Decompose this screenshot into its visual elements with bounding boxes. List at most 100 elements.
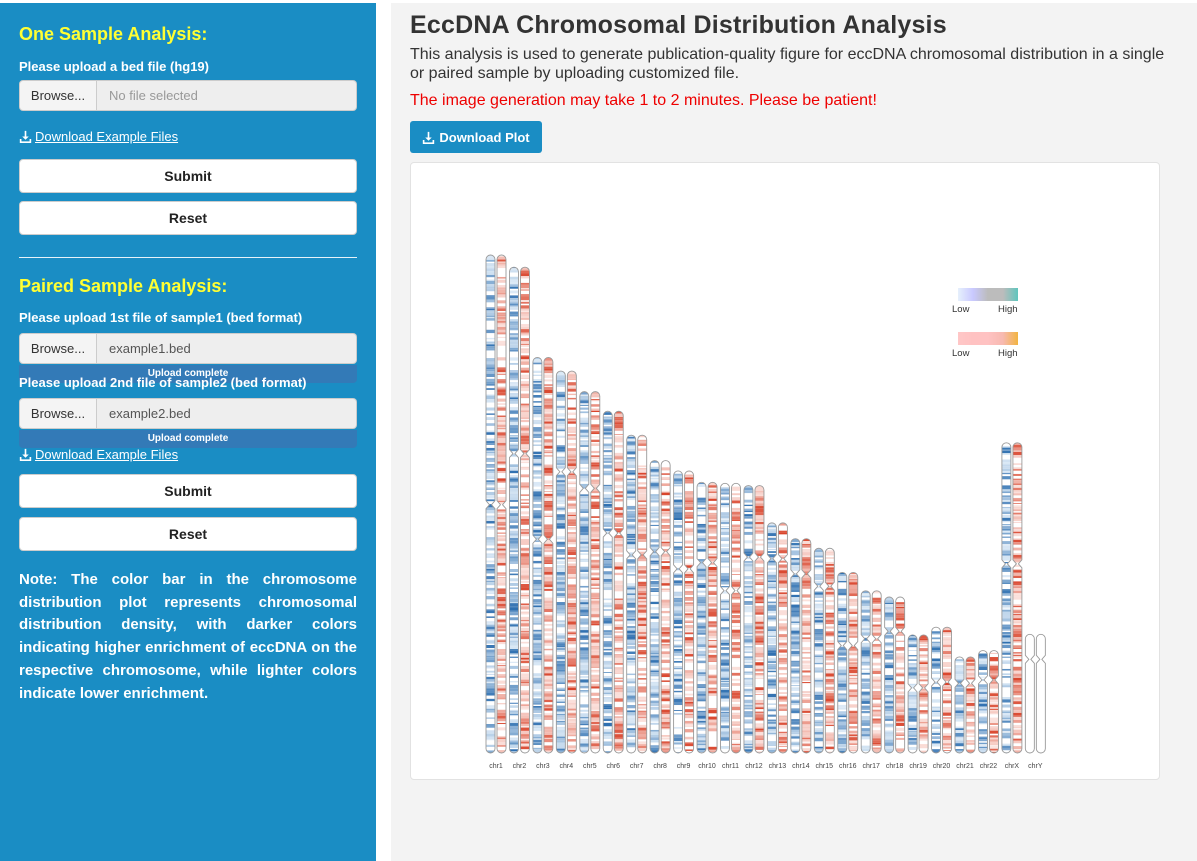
chr1-sample1 — [485, 254, 496, 754]
paired-reset-button[interactable]: Reset — [19, 517, 357, 551]
file2-input[interactable]: Browse... example2.bed — [19, 398, 357, 429]
chr13-sample1 — [766, 522, 777, 754]
browse-button[interactable]: Browse... — [19, 398, 97, 429]
chr4-sample2 — [566, 370, 577, 754]
download-icon — [423, 131, 435, 144]
tick-label-chr22: chr22 — [980, 763, 998, 770]
chr17-sample2 — [871, 590, 882, 754]
one-sample-title: One Sample Analysis: — [19, 24, 208, 44]
tick-label-chr15: chr15 — [816, 763, 834, 770]
upload-file2-label: Please upload 2nd file of sample2 (bed f… — [19, 375, 307, 390]
download-example-label: Download Example Files — [35, 129, 179, 144]
paired-submit-button[interactable]: Submit — [19, 474, 357, 508]
chrY-sample2 — [1035, 633, 1046, 754]
chr16-sample2 — [848, 571, 859, 754]
chr20-sample1 — [931, 626, 941, 754]
download-example-link[interactable]: Download Example Files — [19, 129, 178, 144]
chr15-sample1 — [813, 547, 824, 754]
submit-button[interactable]: Submit — [19, 159, 357, 193]
chr11-sample1 — [720, 482, 730, 754]
upload-file1-label: Please upload 1st file of sample1 (bed f… — [19, 310, 303, 325]
chr14-sample1 — [790, 538, 801, 754]
tick-label-chr4: chr4 — [560, 763, 574, 770]
chrX-sample1 — [1001, 442, 1012, 754]
chr3-sample2 — [543, 357, 554, 754]
file1-upload-progress: Upload complete — [19, 365, 357, 383]
chr9-sample1 — [673, 470, 684, 754]
chr3-sample1 — [532, 357, 543, 754]
tick-label-chr3: chr3 — [536, 763, 550, 770]
legend-low-label: Low — [952, 348, 970, 359]
file2-upload-progress: Upload complete — [19, 430, 357, 448]
file1-name-field[interactable]: example1.bed — [97, 333, 357, 364]
chr8-sample1 — [649, 460, 660, 754]
tick-label-chr12: chr12 — [745, 763, 763, 770]
chromosome-distribution-plot: chr1 chr2 chr3 chr4 chr5 chr6 chr7 chr8 chr9 chr1… — [485, 254, 1046, 770]
legend-1: Low High — [952, 288, 1018, 315]
chr18-sample1 — [884, 596, 895, 754]
warning-text: The image generation may take 1 to 2 min… — [410, 92, 877, 109]
legend-2: Low High — [952, 332, 1018, 359]
tick-label-chrX: chrX — [1005, 763, 1020, 770]
chr2-sample1 — [509, 266, 519, 754]
file-name-field[interactable]: No file selected — [97, 80, 357, 111]
tick-label-chr8: chr8 — [653, 763, 667, 770]
main-panel: EccDNA Chromosomal Distribution Analysis… — [391, 3, 1197, 861]
tick-label-chr1: chr1 — [489, 763, 503, 770]
chr5-sample2 — [590, 391, 601, 754]
chr21-sample2 — [965, 656, 976, 754]
chr22-sample2 — [989, 650, 999, 754]
note-text: Note: The color bar in the chromosome di… — [19, 571, 357, 702]
tick-label-chr18: chr18 — [886, 763, 904, 770]
tick-label-chr17: chr17 — [862, 763, 880, 770]
legend-low-label: Low — [952, 304, 970, 315]
chr7-sample1 — [626, 434, 637, 754]
chr12-sample2 — [754, 485, 765, 754]
chr1-sample2 — [496, 254, 507, 754]
download-example-label: Download Example Files — [35, 447, 179, 462]
tick-label-chr21: chr21 — [956, 763, 974, 770]
page-title: EccDNA Chromosomal Distribution Analysis — [410, 11, 947, 39]
tick-label-chr14: chr14 — [792, 763, 810, 770]
tick-label-chr11: chr11 — [722, 763, 739, 770]
upload-bed-label: Please upload a bed file (hg19) — [19, 59, 209, 74]
chr21-sample1 — [954, 656, 965, 754]
chr6-sample1 — [602, 410, 613, 754]
chr10-sample2 — [707, 481, 718, 754]
chr11-sample2 — [731, 482, 741, 754]
chr20-sample2 — [942, 626, 952, 754]
download-plot-label: Download Plot — [439, 129, 530, 145]
download-example-link-paired[interactable]: Download Example Files — [19, 447, 178, 462]
browse-button[interactable]: Browse... — [19, 80, 97, 111]
tick-label-chr13: chr13 — [769, 763, 787, 770]
chr19-sample1 — [907, 634, 918, 754]
chrY-sample1 — [1024, 633, 1035, 754]
chr14-sample2 — [801, 538, 812, 754]
sidebar: One Sample Analysis: Please upload a bed… — [0, 3, 376, 861]
file2-name-field[interactable]: example2.bed — [97, 398, 357, 429]
page-description: This analysis is used to generate public… — [410, 46, 1165, 82]
download-icon — [19, 130, 32, 143]
chr10-sample1 — [696, 481, 707, 754]
reset-button[interactable]: Reset — [19, 201, 357, 235]
legend-high-label: High — [998, 348, 1018, 359]
chr6-sample2 — [613, 410, 624, 754]
chr17-sample1 — [860, 590, 871, 754]
tick-label-chr19: chr19 — [909, 763, 927, 770]
tick-label-chr20: chr20 — [933, 763, 951, 770]
chr15-sample2 — [824, 547, 835, 754]
chr19-sample2 — [918, 634, 929, 754]
chr16-sample1 — [837, 571, 848, 754]
browse-button[interactable]: Browse... — [19, 333, 97, 364]
file1-input[interactable]: Browse... example1.bed — [19, 333, 357, 364]
chr5-sample1 — [579, 391, 590, 754]
chr13-sample2 — [777, 522, 788, 754]
chr18-sample2 — [895, 596, 906, 754]
bed-file-input[interactable]: Browse... No file selected — [19, 80, 357, 111]
tick-label-chr9: chr9 — [677, 763, 691, 770]
tick-label-chr7: chr7 — [630, 763, 644, 770]
tick-label-chr6: chr6 — [606, 763, 620, 770]
tick-label-chr5: chr5 — [583, 763, 597, 770]
download-plot-button[interactable]: Download Plot — [410, 121, 542, 153]
chr7-sample2 — [637, 434, 648, 754]
